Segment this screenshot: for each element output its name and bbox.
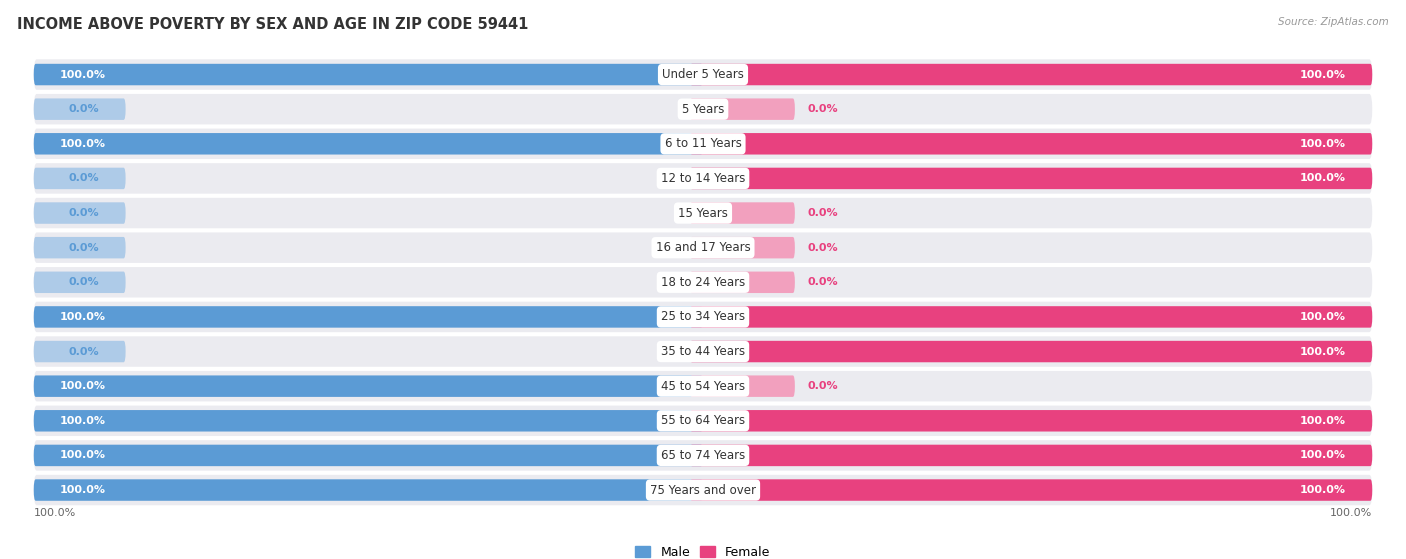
FancyBboxPatch shape [690,479,1372,501]
Text: INCOME ABOVE POVERTY BY SEX AND AGE IN ZIP CODE 59441: INCOME ABOVE POVERTY BY SEX AND AGE IN Z… [17,17,529,32]
Text: 100.0%: 100.0% [1301,69,1346,79]
Text: 6 to 11 Years: 6 to 11 Years [665,138,741,150]
Text: 100.0%: 100.0% [60,485,105,495]
FancyBboxPatch shape [34,440,1372,471]
FancyBboxPatch shape [34,237,125,258]
Text: Source: ZipAtlas.com: Source: ZipAtlas.com [1278,17,1389,27]
Text: Under 5 Years: Under 5 Years [662,68,744,81]
FancyBboxPatch shape [34,163,1372,193]
Text: 55 to 64 Years: 55 to 64 Years [661,414,745,427]
Text: 5 Years: 5 Years [682,103,724,116]
FancyBboxPatch shape [34,406,1372,436]
FancyBboxPatch shape [34,445,703,466]
Text: 75 Years and over: 75 Years and over [650,484,756,496]
Text: 100.0%: 100.0% [1301,347,1346,357]
FancyBboxPatch shape [690,64,1372,86]
FancyBboxPatch shape [690,410,1372,432]
Text: 0.0%: 0.0% [69,243,100,253]
Text: 100.0%: 100.0% [60,451,105,461]
Text: 100.0%: 100.0% [1301,451,1346,461]
FancyBboxPatch shape [34,376,703,397]
Text: 25 to 34 Years: 25 to 34 Years [661,310,745,324]
Text: 100.0%: 100.0% [60,312,105,322]
Text: 100.0%: 100.0% [1301,416,1346,426]
FancyBboxPatch shape [690,376,794,397]
Text: 100.0%: 100.0% [1330,508,1372,518]
Text: 0.0%: 0.0% [69,104,100,114]
FancyBboxPatch shape [690,445,1372,466]
Text: 0.0%: 0.0% [808,243,838,253]
Text: 0.0%: 0.0% [69,277,100,287]
FancyBboxPatch shape [34,133,703,154]
Text: 0.0%: 0.0% [69,173,100,183]
Text: 15 Years: 15 Years [678,206,728,220]
Text: 100.0%: 100.0% [1301,485,1346,495]
FancyBboxPatch shape [34,59,1372,90]
FancyBboxPatch shape [34,64,703,86]
FancyBboxPatch shape [690,306,1372,328]
Text: 0.0%: 0.0% [808,104,838,114]
FancyBboxPatch shape [690,168,1372,189]
FancyBboxPatch shape [34,272,125,293]
Text: 65 to 74 Years: 65 to 74 Years [661,449,745,462]
FancyBboxPatch shape [34,129,1372,159]
Text: 0.0%: 0.0% [808,277,838,287]
Text: 0.0%: 0.0% [69,347,100,357]
Text: 100.0%: 100.0% [60,139,105,149]
FancyBboxPatch shape [34,198,1372,228]
Text: 100.0%: 100.0% [60,69,105,79]
Text: 100.0%: 100.0% [60,381,105,391]
FancyBboxPatch shape [690,272,794,293]
FancyBboxPatch shape [690,98,794,120]
FancyBboxPatch shape [34,371,1372,401]
Text: 12 to 14 Years: 12 to 14 Years [661,172,745,185]
FancyBboxPatch shape [34,202,125,224]
Text: 100.0%: 100.0% [1301,173,1346,183]
FancyBboxPatch shape [690,133,1372,154]
FancyBboxPatch shape [34,475,1372,505]
FancyBboxPatch shape [34,168,125,189]
Text: 0.0%: 0.0% [808,381,838,391]
Text: 100.0%: 100.0% [1301,312,1346,322]
Text: 0.0%: 0.0% [808,208,838,218]
Text: 18 to 24 Years: 18 to 24 Years [661,276,745,289]
FancyBboxPatch shape [34,267,1372,297]
FancyBboxPatch shape [34,337,1372,367]
FancyBboxPatch shape [34,410,703,432]
FancyBboxPatch shape [690,237,794,258]
FancyBboxPatch shape [34,341,125,362]
FancyBboxPatch shape [34,94,1372,125]
FancyBboxPatch shape [34,302,1372,332]
Text: 100.0%: 100.0% [34,508,76,518]
Text: 45 to 54 Years: 45 to 54 Years [661,380,745,392]
FancyBboxPatch shape [34,98,125,120]
FancyBboxPatch shape [34,233,1372,263]
FancyBboxPatch shape [690,341,1372,362]
Text: 35 to 44 Years: 35 to 44 Years [661,345,745,358]
FancyBboxPatch shape [690,202,794,224]
Legend: Male, Female: Male, Female [630,541,776,559]
Text: 100.0%: 100.0% [60,416,105,426]
Text: 0.0%: 0.0% [69,208,100,218]
FancyBboxPatch shape [34,479,703,501]
Text: 100.0%: 100.0% [1301,139,1346,149]
FancyBboxPatch shape [34,306,703,328]
Text: 16 and 17 Years: 16 and 17 Years [655,241,751,254]
